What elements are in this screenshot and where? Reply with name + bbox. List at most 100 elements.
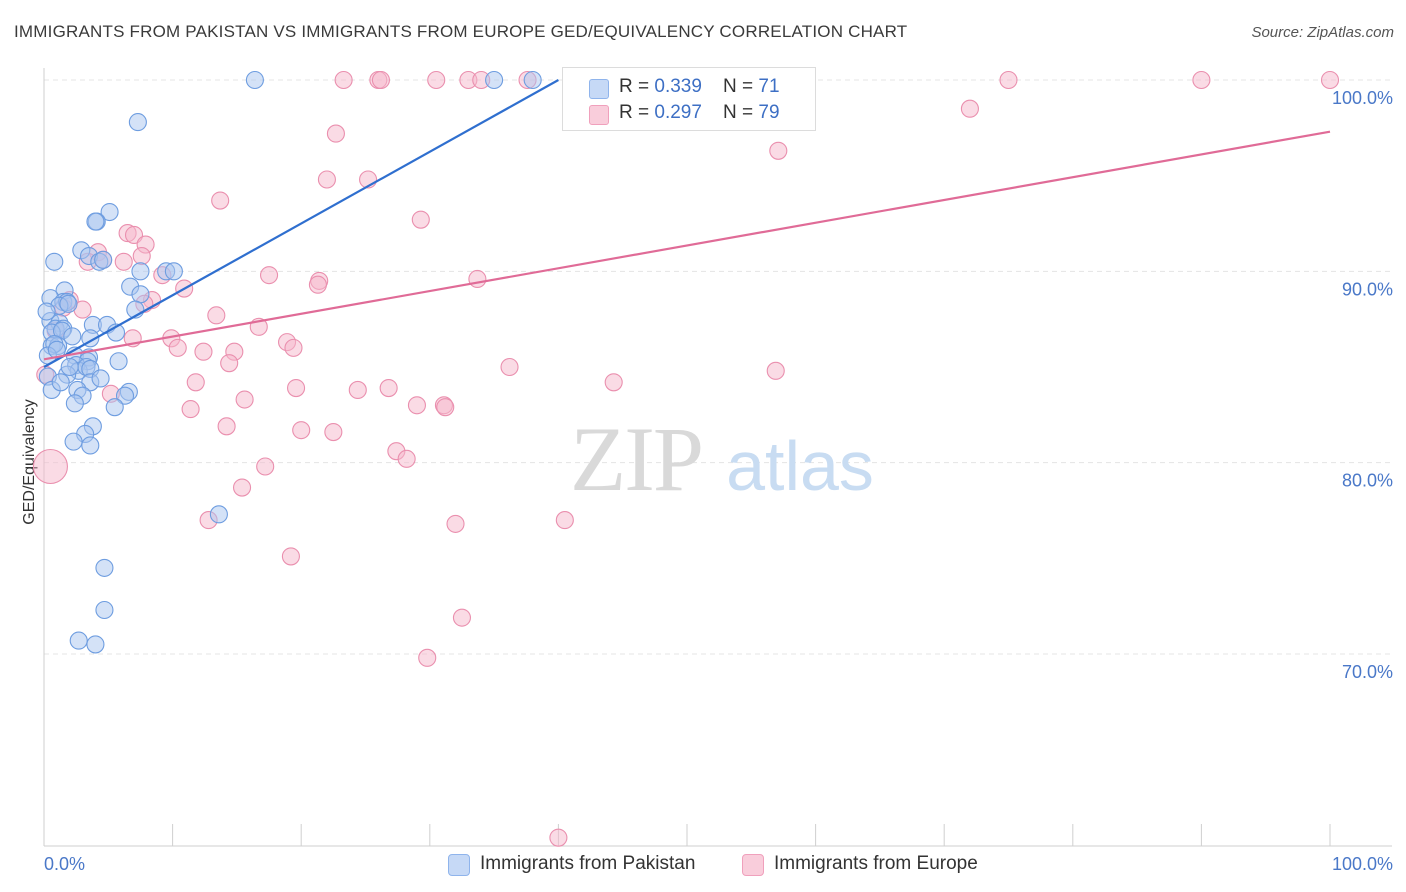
data-point-europe [235,390,254,409]
data-point-pakistan [100,202,119,222]
data-point-europe [549,828,568,847]
data-point-europe [132,246,151,266]
series-label-pakistan: Immigrants from Pakistan [480,853,696,874]
data-point-europe [32,448,68,485]
pakistan-points [37,70,542,654]
data-point-europe [436,398,455,417]
legend-n-label: N = [723,102,759,123]
data-point-pakistan [91,369,110,388]
legend-n-value: 71 [758,76,780,97]
data-point-pakistan [45,252,64,271]
legend-swatch-europe [589,105,609,125]
data-point-europe [324,423,343,442]
data-point-pakistan [131,262,150,281]
legend-r-label: R = [619,102,655,123]
data-point-europe [766,361,785,380]
data-point-europe [326,124,345,143]
data-point-europe [220,354,239,373]
data-point-pakistan [69,631,88,650]
x-tick-label: 0.0% [44,854,85,874]
data-point-pakistan [105,398,124,417]
data-point-europe [604,373,623,392]
data-point-europe [334,70,353,90]
data-point-pakistan [131,285,150,304]
tick-labels: 70.0% 80.0% 90.0% 100.0% 0.0% 100.0% [44,88,1393,874]
data-point-pakistan [63,327,82,346]
data-point-europe [217,417,236,436]
data-point-pakistan [86,212,105,231]
data-point-europe [411,210,430,229]
data-point-pakistan [523,70,542,90]
data-point-europe [287,378,306,398]
data-point-pakistan [94,250,113,269]
chart-title: IMMIGRANTS FROM PAKISTAN VS IMMIGRANTS F… [14,22,908,41]
data-point-europe [555,511,574,530]
data-point-europe [500,357,519,377]
data-point-europe [124,225,144,245]
data-point-europe [468,269,487,289]
data-point-europe [284,338,303,357]
watermark-zip: ZIP [570,408,702,510]
data-point-pakistan [64,432,83,451]
data-point-pakistan [47,340,66,359]
data-point-europe [452,608,472,627]
watermark-atlas: atlas [726,427,874,505]
grid-layer [44,79,1392,655]
data-point-europe [348,380,367,400]
data-point-europe [371,70,390,90]
data-point-pakistan [115,386,135,405]
data-point-pakistan [128,113,147,132]
data-point-europe [427,70,446,90]
data-point-europe [407,396,426,415]
data-point-europe [256,457,275,476]
data-point-europe [292,421,311,440]
chart-source: Source: ZipAtlas.com [1251,24,1394,41]
data-point-europe [1192,70,1211,90]
legend-r-value: 0.297 [654,102,702,123]
data-point-pakistan [209,505,228,524]
legend-swatch-pakistan [589,79,609,99]
data-point-europe [446,514,465,533]
data-point-europe [259,266,279,285]
data-point-pakistan [164,262,183,281]
data-point-pakistan [51,373,70,392]
y-tick-label: 80.0% [1342,471,1393,491]
watermark: ZIP atlas [570,408,874,510]
data-point-pakistan [95,558,114,577]
data-point-europe [181,400,200,419]
stats-legend: R = 0.339 N = 71 R = 0.297 N = 79 [562,67,816,131]
data-point-pakistan [81,436,100,455]
series-swatch-pakistan [448,854,470,876]
series-label-europe: Immigrants from Europe [774,853,978,874]
data-point-pakistan [65,394,84,413]
data-point-pakistan [485,70,504,90]
legend-n-value: 79 [758,102,780,123]
data-point-europe [207,306,226,325]
data-point-europe [194,342,213,361]
legend-n-label: N = [723,76,759,97]
y-tick-label: 100.0% [1332,88,1393,108]
series-legend: Immigrants from Pakistan Immigrants from… [0,853,1406,879]
data-point-europe [308,275,327,294]
trend-lines [43,79,1331,368]
series-swatch-europe [742,854,764,876]
data-point-europe [281,547,300,566]
trend-line-europe [43,130,1331,361]
data-point-europe [960,99,979,118]
data-point-europe [418,648,437,667]
data-point-europe [168,338,187,357]
data-point-pakistan [86,635,105,654]
data-point-pakistan [60,357,79,377]
legend-r-label: R = [619,76,655,97]
data-point-pakistan [59,294,78,313]
y-tick-label: 70.0% [1342,662,1393,682]
data-point-europe [232,478,252,497]
data-point-europe [1320,70,1340,90]
data-point-europe [317,170,336,189]
x-tick-label: 100.0% [1332,854,1393,874]
legend-r-value: 0.339 [654,76,702,97]
data-point-pakistan [245,70,264,90]
data-point-europe [211,191,230,210]
data-point-europe [114,252,133,271]
